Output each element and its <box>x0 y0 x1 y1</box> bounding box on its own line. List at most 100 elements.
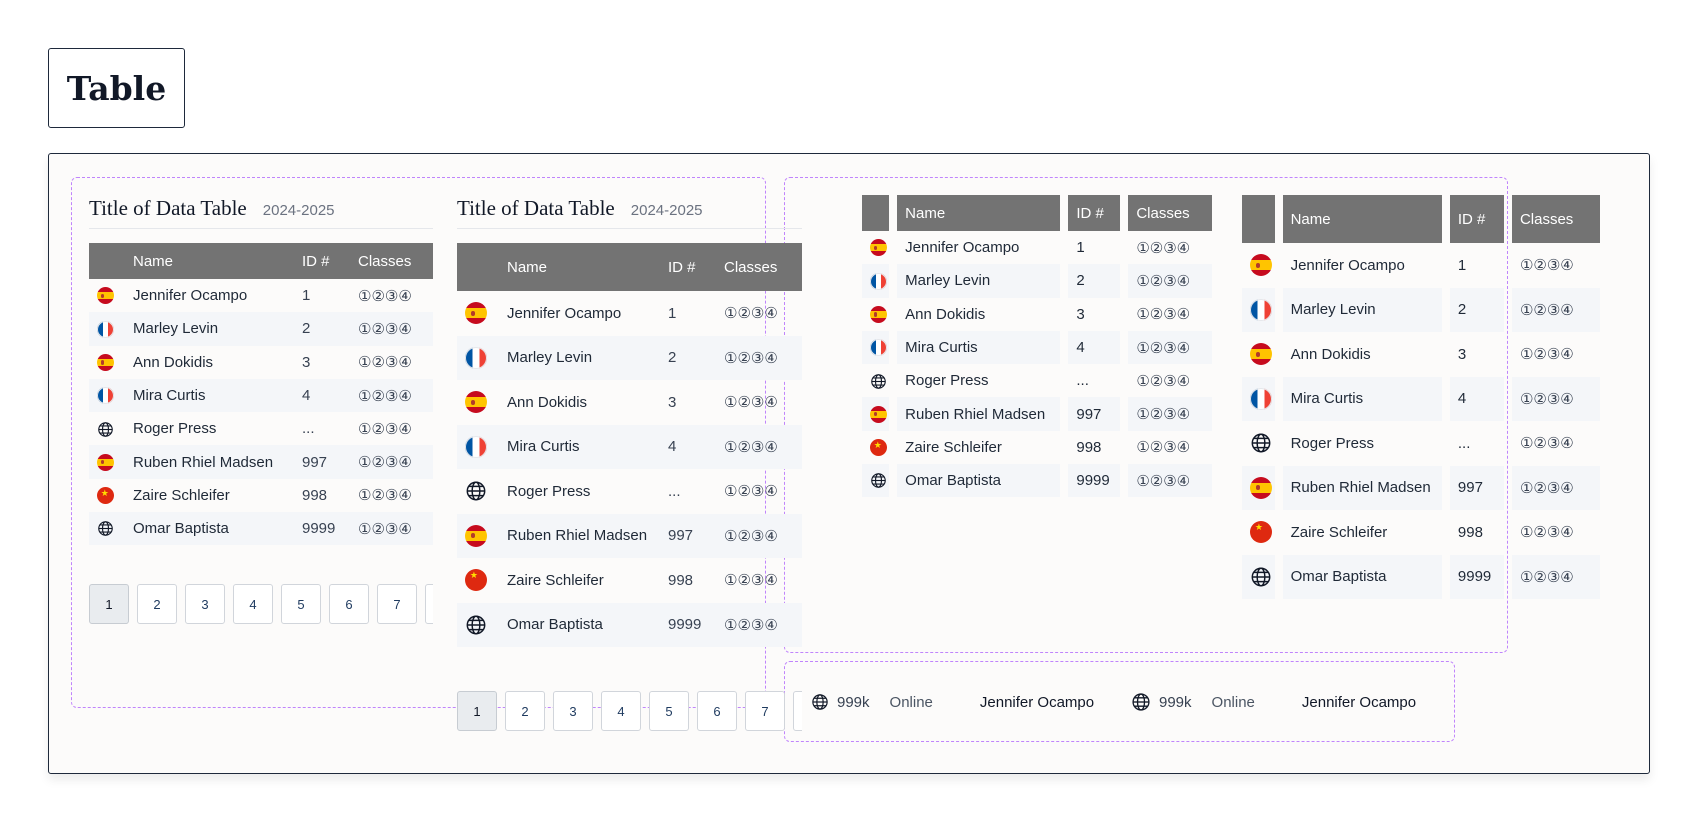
name-cell: Ruben Rhiel Madsen <box>897 397 1061 431</box>
class-badges: ①②③④ <box>358 486 412 505</box>
table-row[interactable]: Ann Dokidis 3 ①②③④ <box>89 346 433 379</box>
class-badges: ①②③④ <box>1136 338 1191 357</box>
column-header-id[interactable]: ID # <box>660 243 716 291</box>
column-header-id[interactable]: ID # <box>294 243 350 279</box>
spain-flag-icon <box>465 302 487 325</box>
table-row[interactable]: Omar Baptista 9999 ①②③④ <box>457 602 802 647</box>
table-row[interactable]: Mira Curtis 4 ①②③④ <box>457 424 802 469</box>
table-row[interactable]: Marley Levin 2 ①②③④ <box>457 335 802 380</box>
column-header-name[interactable]: Name <box>125 243 294 279</box>
page-button-7[interactable]: 7 <box>745 691 785 731</box>
flag-cell <box>862 431 889 464</box>
flag-cell <box>457 602 499 647</box>
table-row[interactable]: Mira Curtis 4 ①②③④ <box>1242 376 1600 421</box>
table-row[interactable]: Roger Press... ①②③④ <box>1242 421 1600 466</box>
class-badges: ①②③④ <box>724 482 778 501</box>
name-cell: Mira Curtis <box>125 378 294 413</box>
table-row[interactable]: Ruben Rhiel Madsen 997 ①②③④ <box>862 397 1212 431</box>
column-header-classes[interactable]: Classes <box>716 243 802 291</box>
globe-icon <box>870 472 887 489</box>
classes-cell: ①②③④ <box>350 412 433 445</box>
page-button-5[interactable]: 5 <box>281 584 321 624</box>
table-row[interactable]: Ruben Rhiel Madsen 997 ①②③④ <box>89 445 433 479</box>
spain-flag-icon <box>870 306 887 323</box>
table-row[interactable]: Roger Press... ①②③④ <box>457 469 802 514</box>
table-row[interactable]: Zaire Schleifer 998 ①②③④ <box>862 431 1212 464</box>
classes-cell: ①②③④ <box>350 346 433 379</box>
table-row[interactable]: Zaire Schleifer 998 ①②③④ <box>89 479 433 512</box>
table-row[interactable]: Ruben Rhiel Madsen 997 ①②③④ <box>1242 465 1600 510</box>
table-row[interactable]: Jennifer Ocampo 1 ①②③④ <box>457 291 802 336</box>
classes-cell: ①②③④ <box>1511 376 1600 421</box>
data-table-separated-comfortable: Name ID # Classes Jennifer Ocampo 1 ①②③④ Ma… <box>1234 195 1608 599</box>
page-button-2[interactable]: 2 <box>505 691 545 731</box>
column-header-name[interactable]: Name <box>499 243 660 291</box>
china-flag-icon <box>97 487 114 505</box>
table-row[interactable]: Zaire Schleifer 998 ①②③④ <box>1242 510 1600 555</box>
table-row[interactable]: Ann Dokidis 3 ①②③④ <box>862 298 1212 331</box>
column-header-classes[interactable]: Classes <box>350 243 433 279</box>
page-button-1[interactable]: 1 <box>457 691 497 731</box>
table-title: Title of Data Table <box>89 196 247 220</box>
table-row[interactable]: Marley Levin 2 ①②③④ <box>89 312 433 346</box>
table-row[interactable]: Marley Levin 2 ①②③④ <box>1242 287 1600 332</box>
column-header-classes[interactable]: Classes <box>1128 195 1212 231</box>
page-button-7[interactable]: 7 <box>377 584 417 624</box>
page-button-3[interactable]: 3 <box>185 584 225 624</box>
page-button-4[interactable]: 4 <box>233 584 273 624</box>
classes-cell: ①②③④ <box>1512 510 1600 555</box>
classes-cell: ①②③④ <box>716 291 802 336</box>
flag-cell <box>862 464 890 498</box>
id-cell: 2 <box>1449 287 1504 332</box>
table-row[interactable]: Zaire Schleifer 998 ①②③④ <box>457 558 802 603</box>
page-button-5[interactable]: 5 <box>649 691 689 731</box>
flag-cell <box>89 279 125 312</box>
page-button-8[interactable]: 8 <box>793 691 802 731</box>
table-row[interactable]: Omar Baptista 9999 ①②③④ <box>862 464 1212 498</box>
table-row[interactable]: Roger Press... ①②③④ <box>862 364 1212 397</box>
table-row[interactable]: Omar Baptista 9999 ①②③④ <box>1242 554 1600 599</box>
flag-cell <box>862 364 889 397</box>
class-badges: ①②③④ <box>1519 434 1574 453</box>
classes-cell: ①②③④ <box>1512 243 1600 288</box>
status-user[interactable]: Jennifer Ocampo <box>1301 693 1417 711</box>
flag-cell <box>862 231 889 264</box>
classes-cell: ①②③④ <box>1128 264 1212 298</box>
column-header-name[interactable]: Name <box>897 195 1061 231</box>
classes-cell: ①②③④ <box>350 512 433 546</box>
page-button-6[interactable]: 6 <box>329 584 369 624</box>
table-row[interactable]: Omar Baptista 9999 ①②③④ <box>89 512 433 546</box>
table-row[interactable]: Mira Curtis 4 ①②③④ <box>862 330 1212 365</box>
table-row[interactable]: Ann Dokidis 3 ①②③④ <box>1242 332 1600 377</box>
page-button-2[interactable]: 2 <box>137 584 177 624</box>
status-user[interactable]: Jennifer Ocampo <box>979 693 1095 711</box>
table-row[interactable]: Ruben Rhiel Madsen 997 ①②③④ <box>457 513 802 558</box>
page-button-4[interactable]: 4 <box>601 691 641 731</box>
table-row[interactable]: Marley Levin 2 ①②③④ <box>862 264 1212 298</box>
page-button-8[interactable]: 8 <box>425 584 433 624</box>
class-badges: ①②③④ <box>1519 389 1574 408</box>
column-header-id[interactable]: ID # <box>1449 195 1504 243</box>
table-subtitle: 2024-2025 <box>630 202 703 219</box>
classes-cell: ①②③④ <box>350 312 433 346</box>
class-badges: ①②③④ <box>358 419 412 438</box>
table-row[interactable]: Jennifer Ocampo 1 ①②③④ <box>862 231 1212 264</box>
name-cell: Jennifer Ocampo <box>905 239 1020 257</box>
column-header-id[interactable]: ID # <box>1068 195 1121 231</box>
column-header-name[interactable]: Name <box>1282 195 1442 243</box>
column-header-classes[interactable]: Classes <box>1511 195 1600 243</box>
name-cell: Ann Dokidis <box>507 393 588 411</box>
table-row[interactable]: Jennifer Ocampo 1 ①②③④ <box>1242 243 1600 288</box>
page-button-1[interactable]: 1 <box>89 584 129 624</box>
name-cell: Omar Baptista <box>125 512 294 546</box>
class-badges: ①②③④ <box>358 319 412 338</box>
page-button-3[interactable]: 3 <box>553 691 593 731</box>
table-row[interactable]: Roger Press... ①②③④ <box>89 412 433 445</box>
page-button-6[interactable]: 6 <box>697 691 737 731</box>
table-row[interactable]: Ann Dokidis 3 ①②③④ <box>457 380 802 425</box>
table-row[interactable]: Jennifer Ocampo 1 ①②③④ <box>89 279 433 312</box>
classes-cell: ①②③④ <box>716 602 802 647</box>
data-table-separated-compact: Name ID # Classes Jennifer Ocampo 1 ①②③④ Ma… <box>854 195 1220 498</box>
classes-cell: ①②③④ <box>1128 330 1212 365</box>
table-row[interactable]: Mira Curtis 4 ①②③④ <box>89 378 433 413</box>
